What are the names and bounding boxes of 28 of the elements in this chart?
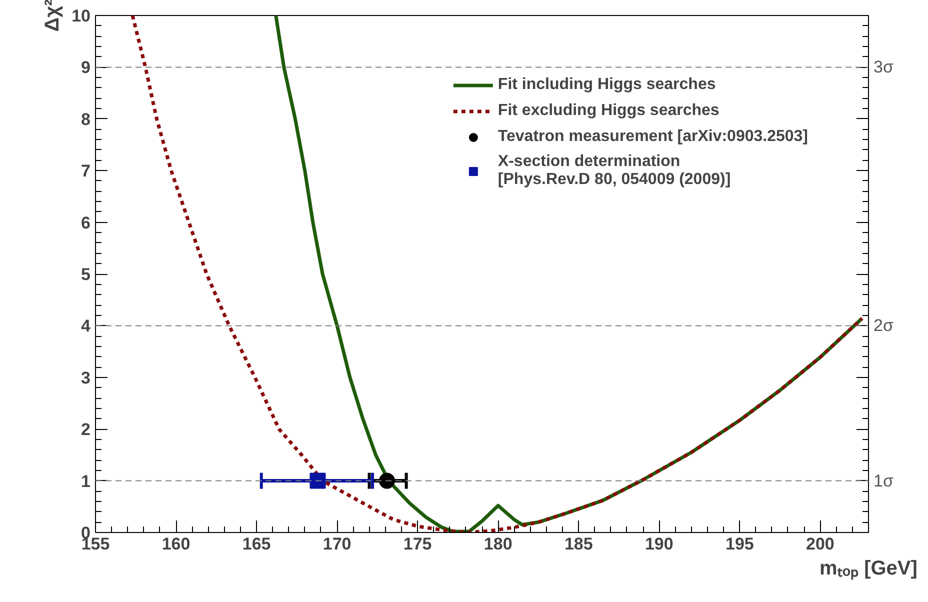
y-tick-label: 8 — [81, 110, 91, 129]
ref-line-label: 2σ — [874, 316, 894, 336]
y-tick-label: 1 — [81, 472, 91, 491]
y-tick-label: 4 — [81, 316, 92, 336]
y-axis-title: Δχ² — [42, 0, 64, 32]
legend-label: Fit excluding Higgs searches — [498, 102, 720, 120]
x-tick-label: 190 — [644, 534, 674, 554]
y-tick-label: 3 — [81, 368, 91, 388]
x-tick-label: 160 — [162, 534, 190, 554]
legend-label: X-section determination [Phys.Rev.D 80, 054009 (2009)] — [498, 153, 731, 189]
ref-line-label: 1σ — [874, 471, 894, 490]
y-tick-label: 7 — [81, 162, 91, 181]
x-axis-title: mₜₒₚ [GeV] — [820, 558, 918, 580]
x-tick-label: 165 — [242, 534, 271, 554]
y-tick-label: 6 — [81, 213, 91, 232]
x-tick-label: 170 — [322, 534, 352, 554]
legend-label: Fit including Higgs searches — [498, 76, 716, 94]
ref-line-label: 3σ — [874, 58, 894, 77]
y-tick-label: 2 — [81, 420, 91, 440]
y-tick-label: 10 — [72, 6, 91, 26]
x-tick-label: 180 — [484, 534, 512, 554]
x-tick-label: 195 — [725, 534, 754, 554]
y-tick-label: 5 — [81, 265, 91, 284]
y-tick-label: 9 — [81, 58, 91, 78]
legend-label: Tevatron measurement [arXiv:0903.2503] — [498, 128, 808, 146]
x-tick-label: 175 — [403, 534, 432, 554]
x-tick-label: 185 — [564, 534, 593, 554]
x-tick-label: 200 — [806, 534, 834, 554]
